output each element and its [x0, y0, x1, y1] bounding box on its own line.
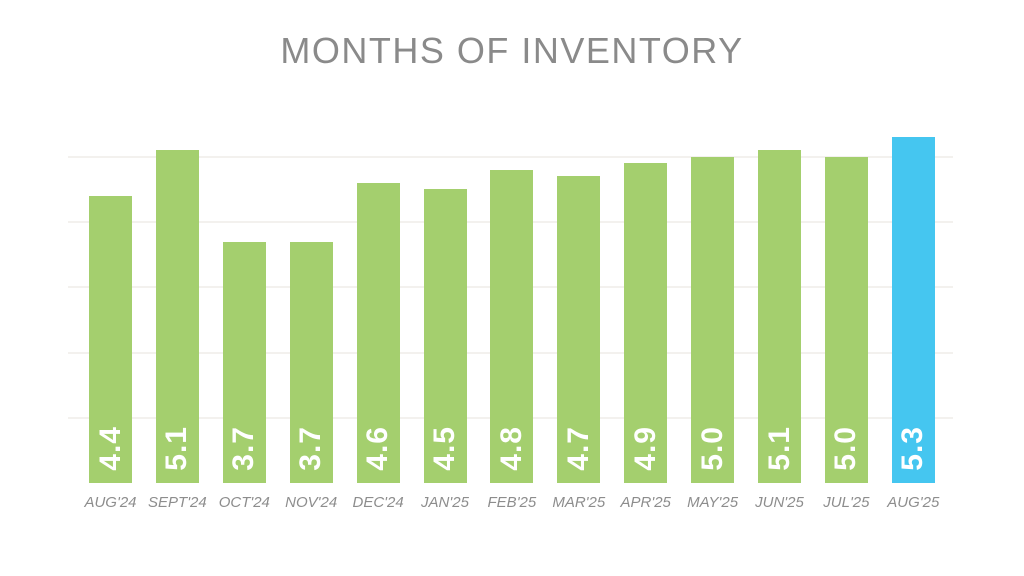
bar-value-label: 5.0 [695, 426, 729, 471]
x-axis-label: AUG'25 [887, 494, 940, 511]
x-axis-label: FEB'25 [487, 494, 537, 511]
bar-value-label: 5.1 [762, 426, 796, 471]
bar-value-label: 4.9 [628, 426, 662, 471]
bar-APR'25: 4.9 [624, 163, 668, 483]
bar-MAR'25: 4.7 [557, 176, 601, 483]
bar-value-label: 3.7 [294, 426, 328, 471]
bar-AUG'25: 5.3 [891, 137, 935, 483]
x-axis-label: APR'25 [620, 494, 671, 511]
bar-value-label: 4.7 [561, 426, 595, 471]
x-axis-label: SEPT'24 [148, 494, 207, 511]
bar-value-label: 4.6 [361, 426, 395, 471]
bar-DEC'24: 4.6 [356, 182, 400, 483]
bar-value-label: 4.5 [428, 426, 461, 471]
x-axis-label: NOV'24 [285, 494, 338, 511]
x-axis-label: JUN'25 [755, 494, 804, 511]
bar-value-label: 5.0 [829, 426, 863, 471]
x-axis-label: DEC'24 [352, 494, 404, 511]
bar-OCT'24: 3.7 [222, 241, 266, 483]
x-axis-label: AUG'24 [84, 494, 137, 511]
bar-JUN'25: 5.1 [758, 150, 801, 483]
bar-value-label: 5.3 [896, 426, 930, 471]
chart-title: MONTHS OF INVENTORY [280, 30, 744, 71]
bar-value-label: 4.8 [494, 426, 528, 471]
x-axis-label: JAN'25 [421, 494, 469, 511]
gridline [68, 155, 953, 158]
bar-value-label: 4.4 [93, 426, 127, 471]
x-axis-label: MAY'25 [687, 494, 739, 511]
bar-JAN'25: 4.5 [423, 189, 467, 483]
x-axis-label: JUL'25 [823, 494, 870, 511]
x-axis-label: OCT'24 [218, 494, 270, 511]
bar-MAY'25: 5.0 [691, 156, 735, 483]
bar-NOV'24: 3.7 [289, 241, 333, 483]
bar-AUG'24: 4.4 [89, 195, 132, 483]
bar-value-label: 5.1 [160, 426, 194, 471]
bar-FEB'25: 4.8 [490, 169, 534, 483]
bar-SEPT'24: 5.1 [155, 150, 199, 483]
x-axis-label: MAR'25 [552, 494, 606, 511]
bar-JUL'25: 5.0 [824, 156, 868, 483]
bar-value-label: 3.7 [227, 426, 261, 471]
